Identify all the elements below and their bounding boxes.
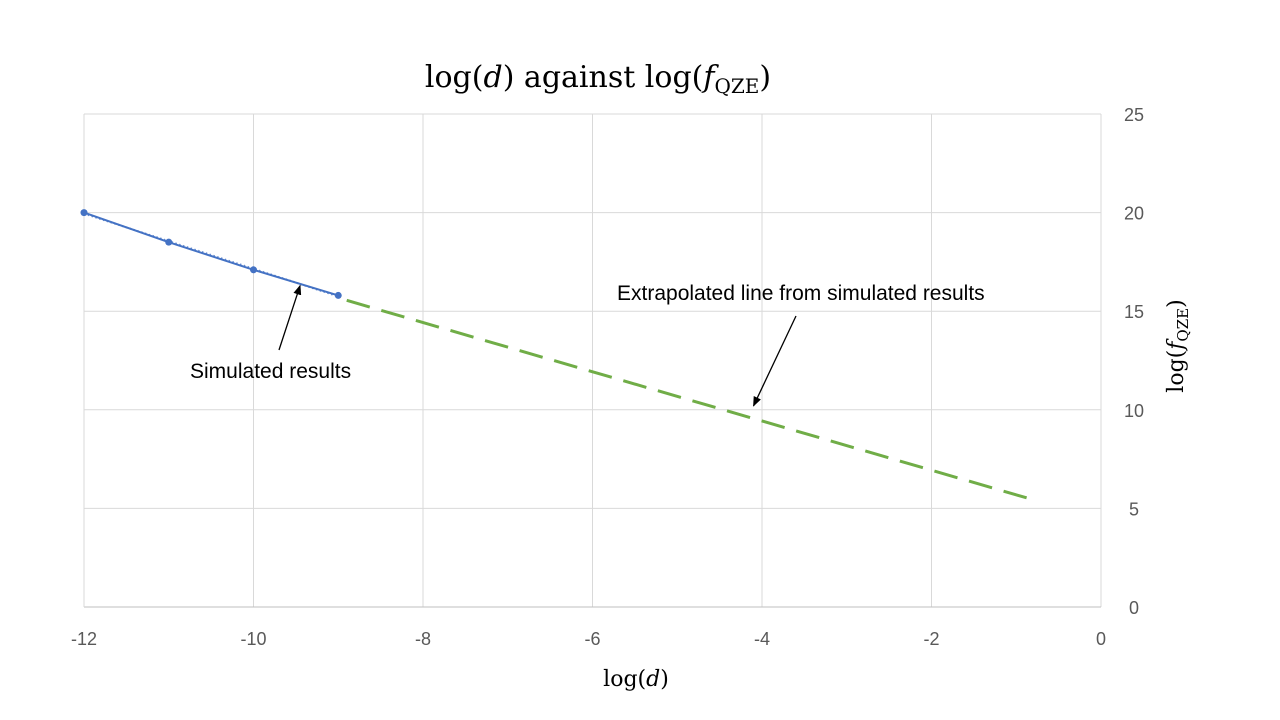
y-axis-ticks: 0 5 10 15 20 25 xyxy=(1124,105,1144,618)
annotation-label: Simulated results xyxy=(190,360,351,383)
data-point xyxy=(165,238,173,246)
y-tick-label: 15 xyxy=(1124,302,1144,322)
y-tick-label: 5 xyxy=(1129,499,1139,519)
x-axis-ticks: -12 -10 -8 -6 -4 -2 0 xyxy=(71,629,1106,649)
simulated-series-line xyxy=(83,211,339,297)
annotation-arrow xyxy=(752,315,797,407)
y-tick-label: 25 xyxy=(1124,105,1144,125)
gridlines xyxy=(83,113,1102,608)
y-tick-label: 0 xyxy=(1129,598,1139,618)
x-tick-label: -2 xyxy=(923,629,939,649)
x-tick-label: -10 xyxy=(240,629,266,649)
data-point xyxy=(334,291,342,299)
y-tick-label: 20 xyxy=(1124,204,1144,224)
x-tick-label: 0 xyxy=(1096,629,1106,649)
x-tick-label: -8 xyxy=(415,629,431,649)
extrapolated-series-line xyxy=(346,298,1030,500)
annotation-arrow xyxy=(278,284,302,351)
annotations: Simulated results Extrapolated line from … xyxy=(190,282,985,407)
x-axis-label: log(d) xyxy=(603,667,669,692)
x-tick-label: -12 xyxy=(71,629,97,649)
data-point xyxy=(80,209,88,217)
data-point xyxy=(250,266,257,274)
y-tick-label: 10 xyxy=(1124,401,1144,421)
annotation-label: Extrapolated line from simulated results xyxy=(617,282,985,305)
chart-title: log(d) against log(fQZE) xyxy=(425,60,771,98)
x-tick-label: -6 xyxy=(584,629,600,649)
plot-series xyxy=(80,209,1030,500)
y-axis-label: log(fQZE) xyxy=(1164,299,1192,392)
x-tick-label: -4 xyxy=(754,629,770,649)
